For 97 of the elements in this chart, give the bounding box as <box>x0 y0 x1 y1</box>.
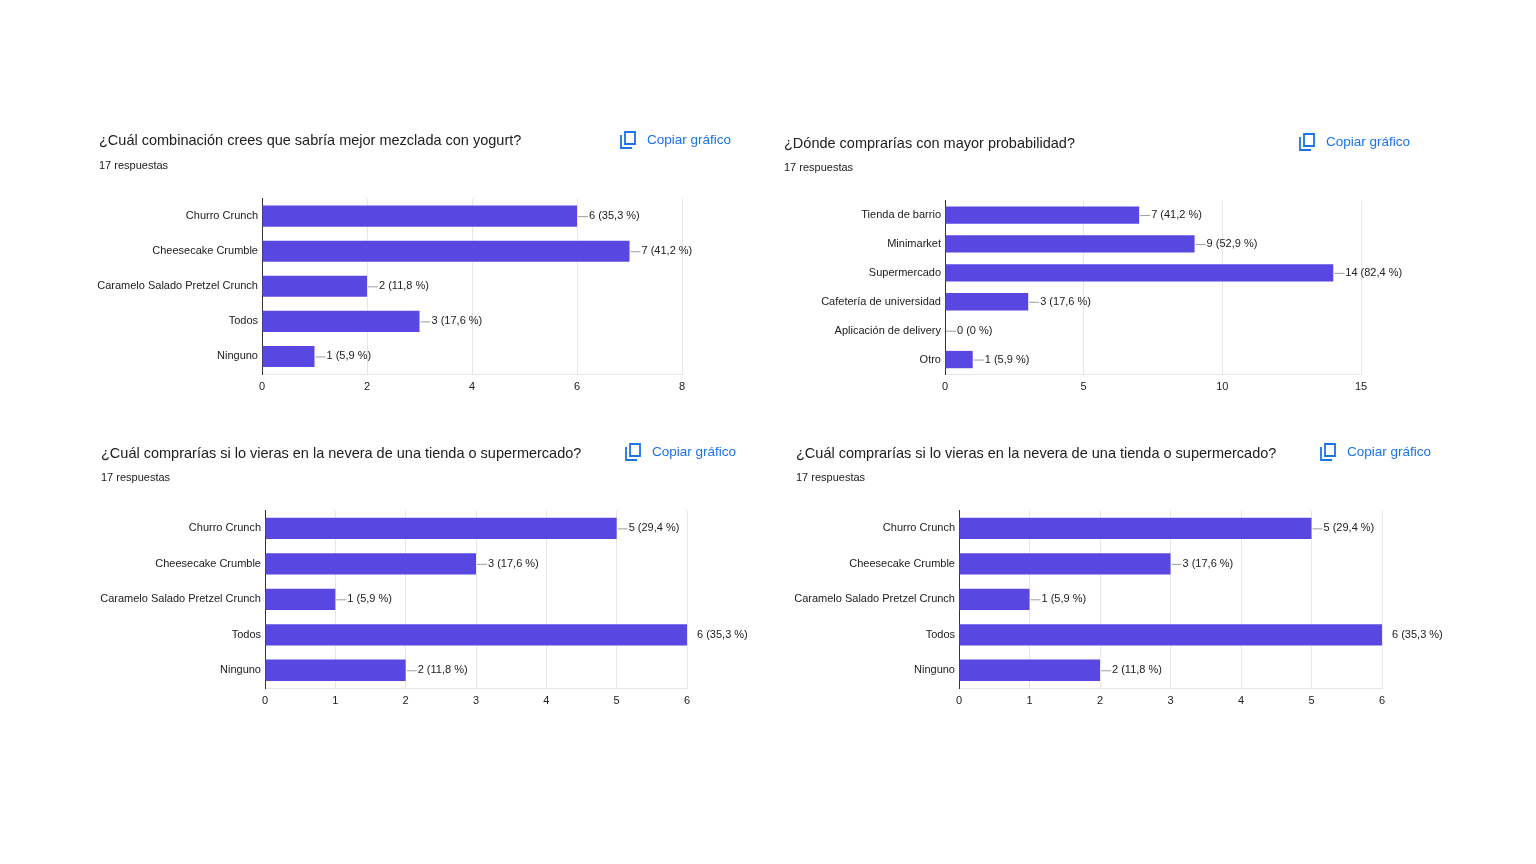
chart-title: ¿Cuál combinación crees que sabría mejor mezclada con yogurt? <box>99 131 522 149</box>
x-tick-label: 1 <box>1026 693 1033 706</box>
bar <box>265 624 687 646</box>
bar <box>262 240 630 262</box>
data-label: 1 (5,9 %) <box>326 349 372 362</box>
data-label: 1 (5,9 %) <box>347 592 392 605</box>
x-tick-label: 5 <box>1308 693 1315 706</box>
bar <box>262 275 367 297</box>
x-tick-label: 4 <box>1237 693 1245 706</box>
data-label: 6 (35,3 %) <box>697 627 748 640</box>
x-tick-label: 0 <box>941 379 949 392</box>
x-tick-label: 3 <box>1167 693 1174 706</box>
text: Copiar gráfico <box>647 131 732 148</box>
data-label: 3 (17,6 %) <box>431 314 483 327</box>
data-label: 6 (35,3 %) <box>589 209 640 222</box>
bar <box>262 310 420 332</box>
x-tick-label: 5 <box>1080 379 1087 392</box>
x-tick-label: 10 <box>1216 379 1229 392</box>
y-tick-label: Tienda de barrio <box>861 208 941 221</box>
chart-title: ¿Cuál comprarías si lo vieras en la nevera de una tienda o supermercado? <box>796 444 1277 462</box>
text: 17 respuestas <box>796 470 866 484</box>
data-label: 3 (17,6 %) <box>488 556 539 569</box>
bar <box>945 206 1140 224</box>
data-label: 2 (11,8 %) <box>1112 663 1162 676</box>
x-tick-label: 3 <box>472 693 480 706</box>
bar <box>265 517 617 539</box>
bar <box>945 293 1029 311</box>
text: 17 respuestas <box>784 160 854 174</box>
data-label: 1 (5,9 %) <box>984 352 1030 365</box>
y-tick-label: Supermercado <box>868 265 941 278</box>
y-tick-label: Aplicación de delivery <box>834 323 942 336</box>
bar <box>959 659 1100 681</box>
x-tick-label: 15 <box>1354 379 1368 392</box>
bar <box>959 588 1030 610</box>
y-tick-label: Todos <box>228 314 259 327</box>
y-tick-label: Ninguno <box>217 349 258 362</box>
y-tick-label: Cheesecake Crumble <box>849 556 955 569</box>
data-label: 14 (82,4 %) <box>1345 265 1403 278</box>
bar <box>265 553 476 575</box>
x-tick-label: 2 <box>363 379 371 392</box>
text: Copiar gráfico <box>1347 443 1432 460</box>
x-tick-label: 0 <box>261 693 269 706</box>
chart-title: ¿Dónde comprarías con mayor probabilidad? <box>784 134 1075 152</box>
text: 17 respuestas <box>99 158 169 172</box>
data-label: 3 (17,6 %) <box>1182 556 1234 569</box>
y-tick-label: Churro Crunch <box>188 521 261 534</box>
data-label: 0 (0 %) <box>957 323 993 336</box>
data-label: 2 (11,8 %) <box>417 663 468 676</box>
x-tick-label: 0 <box>258 379 266 392</box>
chart-title: ¿Cuál comprarías si lo vieras en la nevera de una tienda o supermercado? <box>101 444 582 462</box>
x-tick-label: 6 <box>683 693 691 706</box>
bar <box>945 350 973 369</box>
x-tick-label: 0 <box>955 693 963 706</box>
x-tick-label: 2 <box>1096 693 1104 706</box>
bar <box>959 517 1312 539</box>
x-tick-label: 2 <box>402 693 409 706</box>
data-label: 5 (29,4 %) <box>628 521 680 534</box>
bar <box>945 264 1334 282</box>
data-label: 7 (41,2 %) <box>1151 208 1202 221</box>
text: 17 respuestas <box>101 470 171 484</box>
bar <box>945 235 1195 253</box>
text: Copiar gráfico <box>652 443 737 460</box>
bar <box>959 624 1382 646</box>
y-tick-label: Ninguno <box>914 663 955 676</box>
bar <box>265 588 336 610</box>
data-label: 7 (41,2 %) <box>641 244 693 257</box>
x-tick-label: 6 <box>573 379 581 392</box>
data-label: 2 (11,8 %) <box>379 279 429 292</box>
y-tick-label: Otro <box>919 352 941 365</box>
data-label: 3 (17,6 %) <box>1040 294 1091 307</box>
y-tick-label: Cafetería de universidad <box>821 294 941 307</box>
x-tick-label: 4 <box>543 693 550 706</box>
bar <box>265 659 406 681</box>
y-tick-label: Ninguno <box>220 663 261 676</box>
x-tick-label: 6 <box>1378 693 1386 706</box>
x-tick-label: 1 <box>332 693 339 706</box>
bar <box>262 345 315 367</box>
y-tick-label: Churro Crunch <box>882 521 955 534</box>
x-tick-label: 4 <box>468 379 476 392</box>
y-tick-label: Minimarket <box>887 236 941 249</box>
bar <box>959 553 1171 575</box>
data-label: 6 (35,3 %) <box>1392 627 1443 640</box>
data-label: 5 (29,4 %) <box>1323 521 1375 534</box>
y-tick-label: Caramelo Salado Pretzel Crunch <box>97 279 258 292</box>
y-tick-label: Caramelo Salado Pretzel Crunch <box>794 592 955 605</box>
x-tick-label: 5 <box>613 693 620 706</box>
x-tick-label: 8 <box>678 379 686 392</box>
y-tick-label: Todos <box>925 627 956 640</box>
y-tick-label: Cheesecake Crumble <box>152 244 258 257</box>
y-tick-label: Cheesecake Crumble <box>155 556 261 569</box>
text: Copiar gráfico <box>1326 133 1411 150</box>
data-label: 9 (52,9 %) <box>1206 236 1258 249</box>
y-tick-label: Todos <box>231 627 262 640</box>
bar <box>262 205 577 227</box>
data-label: 1 (5,9 %) <box>1041 592 1087 605</box>
y-tick-label: Caramelo Salado Pretzel Crunch <box>100 592 261 605</box>
y-tick-label: Churro Crunch <box>185 209 258 222</box>
